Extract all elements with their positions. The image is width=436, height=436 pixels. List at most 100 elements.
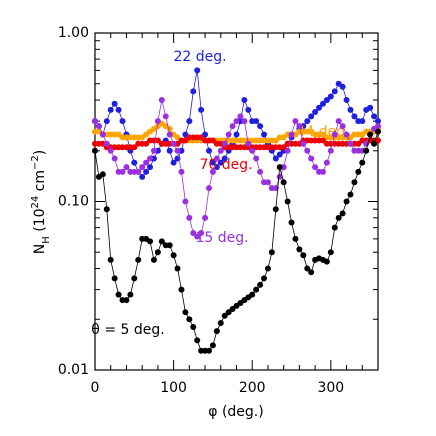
data-point [367,131,374,138]
data-point [205,147,212,154]
data-point [123,297,130,304]
data-point [257,281,264,288]
data-point [119,168,126,175]
data-point [107,147,114,154]
data-point [131,275,138,282]
data-point [304,147,311,154]
data-point [241,118,248,125]
data-point [292,118,299,125]
data-point [343,131,350,138]
data-point [284,147,291,154]
data-point [308,155,315,162]
data-point [147,164,154,171]
data-point [312,108,319,115]
data-point [229,123,236,130]
data-point [300,252,307,259]
data-point [221,155,228,162]
data-point [316,104,323,111]
y-tick-label: 0.01 [58,362,89,378]
data-point [111,155,118,162]
data-point [166,242,173,249]
data-point [170,159,177,166]
data-point [147,238,154,245]
data-point [347,106,354,113]
data-point [327,147,334,154]
data-point [221,140,228,147]
data-point [339,123,346,130]
y-axis-label-part: 24 [30,196,41,209]
data-point [371,140,378,147]
data-point [174,265,181,272]
data-point [198,230,205,237]
data-point [264,265,271,272]
data-point [331,224,338,231]
data-point [166,125,173,132]
data-point [194,233,201,240]
data-point [335,214,342,221]
y-axis-label-part: N [32,244,48,254]
data-point [284,198,291,205]
y-axis-label-part: H [41,236,52,244]
data-point [135,256,142,263]
data-point [186,118,193,125]
data-point [241,97,248,104]
data-point [166,131,173,138]
x-tick-label: 100 [160,380,187,396]
data-point [245,106,252,113]
data-point [154,249,161,256]
data-point [99,171,106,178]
data-point [327,249,334,256]
data-point [280,144,287,151]
data-point [288,219,295,226]
data-point [95,123,102,130]
data-point [257,123,264,130]
data-point [300,140,307,147]
data-point [186,316,193,323]
data-point [335,118,342,125]
data-point [375,123,381,130]
data-point [221,312,228,319]
data-point [217,159,224,166]
data-point [213,164,220,171]
data-point [107,106,114,113]
data-point [194,337,201,344]
data-point [359,159,366,166]
data-point [319,100,326,107]
data-point [178,286,185,293]
data-point [351,179,358,186]
data-point [347,191,354,198]
data-point [213,328,220,335]
data-point [217,147,224,154]
data-point [205,347,212,354]
x-tick-label: 300 [317,380,344,396]
data-point [351,113,358,120]
data-point [323,97,330,104]
data-point [154,118,161,125]
data-point [209,342,216,349]
data-point [233,118,240,125]
data-point [217,320,224,327]
x-axis-label: φ (deg.) [208,404,263,420]
data-point [103,140,110,147]
data-point [170,252,177,259]
x-tick-label: 0 [91,380,100,396]
data-point [139,164,146,171]
data-point [276,151,283,158]
data-point [245,140,252,147]
data-point [127,291,134,298]
data-point [249,147,256,154]
data-point [131,159,138,166]
data-point [103,206,110,213]
data-point [308,113,315,120]
y-tick-label: 0.10 [58,194,89,210]
data-point [323,258,330,265]
data-point [331,131,338,138]
data-point [198,106,205,113]
data-point [202,214,209,221]
data-point [347,140,354,147]
data-point [371,113,378,120]
data-point [367,104,374,111]
data-point [213,155,220,162]
x-tick-label: 200 [239,380,266,396]
data-point [92,147,98,154]
